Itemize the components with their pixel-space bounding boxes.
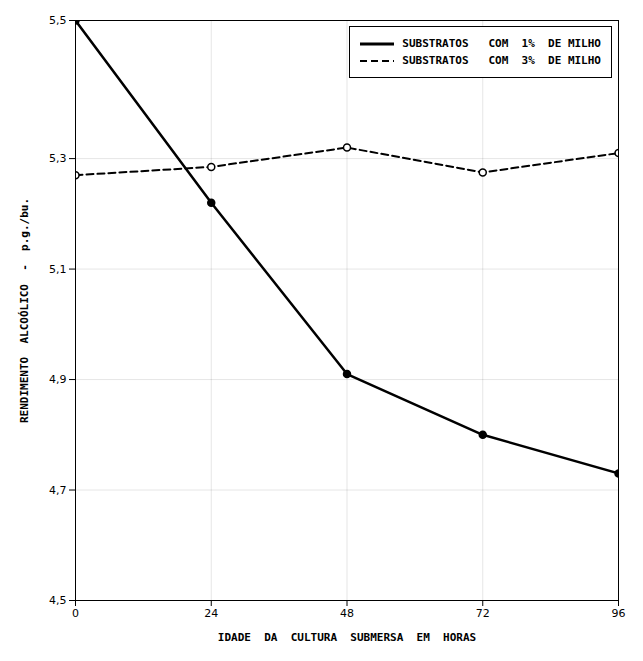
html-text:SUBSTRATOS COM 1% DE MILHO: SUBSTRATOS COM 1% DE MILHO (402, 37, 601, 50)
svg-text:IDADE DA CULTURA SUBMERSA: IDADE DA CULTURA SUBMERSA EM HORAS (218, 631, 476, 644)
svg-text:RENDIMENTO ALCOÓLICO - p.g.: RENDIMENTO ALCOÓLICO - p.g./bu. (18, 198, 31, 423)
svg-text:0: 0 (72, 607, 79, 620)
svg-text:5,3: 5,3 (49, 152, 67, 165)
svg-text:5,5: 5,5 (49, 14, 67, 27)
svg-text:48: 48 (340, 607, 354, 620)
svg-text:72: 72 (476, 607, 490, 620)
svg-text:4,5: 4,5 (49, 594, 67, 607)
svg-text:24: 24 (204, 607, 218, 620)
svg-text:4,9: 4,9 (49, 373, 67, 386)
svg-text:4,7: 4,7 (49, 484, 67, 497)
html-text:SUBSTRATOS COM 3% DE MILHO: SUBSTRATOS COM 3% DE MILHO (402, 54, 601, 67)
svg-text:96: 96 (612, 607, 626, 620)
svg-text:5,1: 5,1 (49, 263, 67, 276)
